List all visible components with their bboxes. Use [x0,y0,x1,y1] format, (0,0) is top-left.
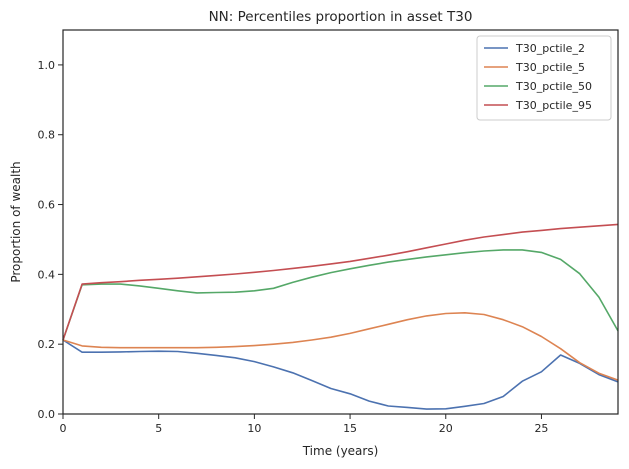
legend: T30_pctile_2 T30_pctile_5 T30_pctile_50 T30… [476,35,612,121]
y-tick-label: 0.4 [38,268,56,281]
y-tick-label: 0.0 [38,408,56,421]
legend-frame [476,35,612,121]
x-tick-label: 25 [534,422,548,435]
x-tick-label: 10 [247,422,261,435]
x-tick-label: 20 [439,422,453,435]
series-line-T30_pctile_2 [62,339,619,410]
x-tick-label: 5 [155,422,162,435]
legend-label: T30_pctile_50 [515,80,592,93]
chart-title: NN: Percentiles proportion in asset T30 [209,9,473,25]
x-axis-title: Time (years) [302,444,379,458]
x-tick-label: 15 [343,422,357,435]
x-tick-label: 0 [60,422,67,435]
legend-label: T30_pctile_5 [515,61,585,74]
y-tick-label: 0.2 [38,338,56,351]
y-axis-title: Proportion of wealth [9,161,23,282]
series-line-T30_pctile_95 [62,223,619,341]
legend-label: T30_pctile_95 [515,99,592,112]
series-line-T30_pctile_5 [62,311,619,381]
y-tick-label: 0.6 [38,199,56,212]
axis-ticks: 0 5 10 15 20 25 0.0 0.2 0.4 0.6 0.8 1.0 [38,59,549,435]
plot-area-frame [62,29,619,415]
y-tick-label: 0.8 [38,129,56,142]
legend-label: T30_pctile_2 [515,42,585,55]
series-line-T30_pctile_50 [62,249,619,341]
series-lines [62,223,619,410]
y-tick-label: 1.0 [38,59,56,72]
